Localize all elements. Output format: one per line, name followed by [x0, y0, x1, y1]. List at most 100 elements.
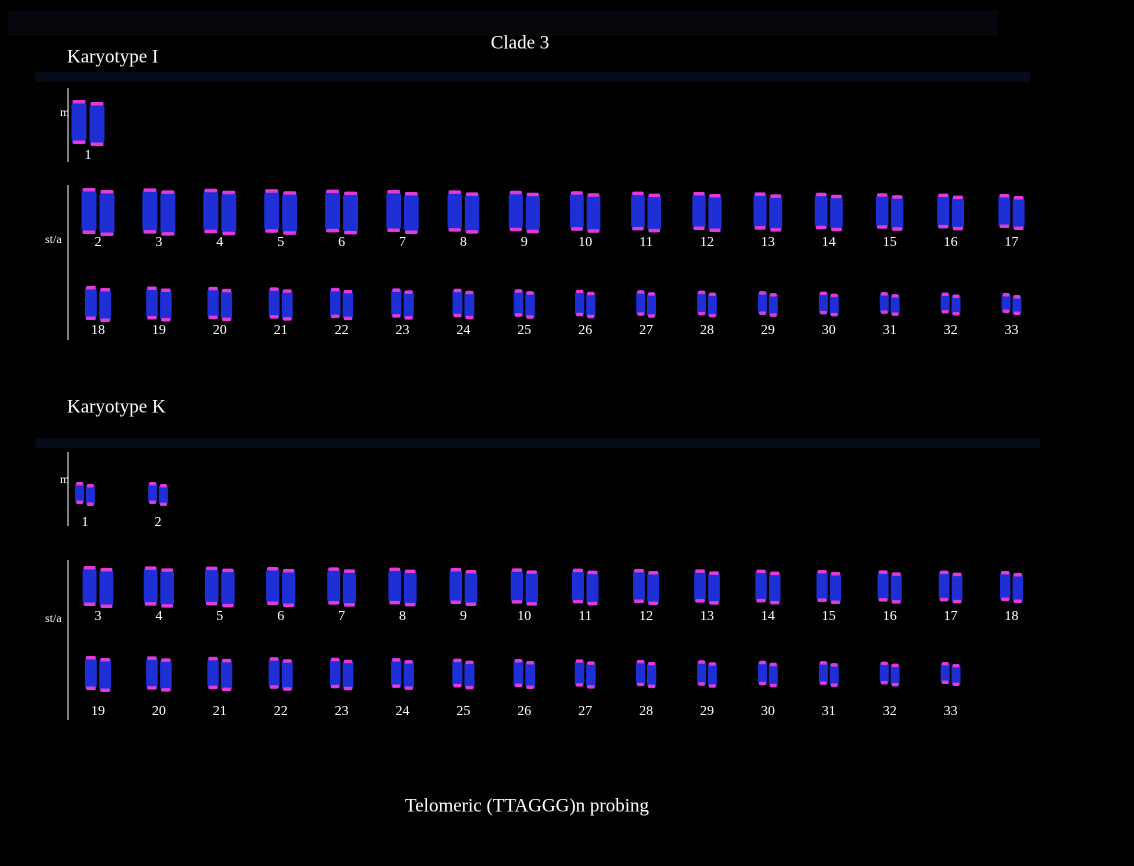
telomere [161, 568, 173, 572]
telomere [86, 656, 96, 660]
chromatid [509, 191, 523, 231]
band [35, 72, 1030, 82]
chromatid [708, 662, 717, 687]
chromatid [692, 192, 705, 230]
chromatid [82, 188, 97, 234]
telomere [149, 501, 156, 505]
karyotype-title: Karyotype K [67, 396, 166, 417]
chromatid [570, 191, 584, 231]
telomere [515, 313, 523, 317]
telomere [265, 189, 278, 193]
telomere [326, 229, 339, 233]
telomere [588, 229, 600, 233]
telomere [576, 659, 584, 663]
telomere [831, 313, 838, 317]
telomere [328, 567, 339, 571]
chromatid [330, 288, 341, 318]
telomere [695, 569, 705, 573]
background [0, 0, 1134, 861]
chromatid [144, 566, 158, 605]
telomere [76, 501, 83, 505]
telomere [953, 664, 960, 668]
chromatid [282, 569, 295, 607]
telomere [881, 662, 888, 666]
chromosome-number: 16 [944, 235, 958, 250]
telomere [161, 688, 171, 692]
chromosome-number: 4 [216, 235, 223, 250]
telomere [84, 566, 96, 570]
telomere [206, 602, 218, 606]
chromosome-number: 31 [822, 704, 836, 719]
telomere [344, 317, 353, 321]
chromosome-number: 13 [761, 235, 775, 250]
telomere [709, 684, 716, 688]
telomere [344, 569, 355, 573]
telomere [145, 602, 157, 606]
telomere [588, 193, 600, 197]
chromatid [830, 195, 843, 231]
chromatid [160, 658, 172, 691]
chromatid [160, 288, 172, 321]
telomere [73, 100, 86, 104]
telomere [453, 314, 461, 318]
telomere [942, 662, 949, 666]
telomere [83, 188, 96, 192]
telomere [147, 286, 157, 290]
telomere [222, 232, 235, 236]
chromosome-number: 25 [456, 704, 470, 719]
telomere [405, 570, 416, 574]
chromosome-number: 31 [883, 323, 897, 338]
chromatid [465, 192, 479, 233]
chromatid [939, 571, 950, 602]
telomere [587, 685, 595, 689]
telomere [953, 196, 963, 200]
telomere [465, 686, 473, 690]
telomere [510, 191, 522, 195]
telomere [1013, 312, 1020, 316]
telomere [648, 194, 660, 198]
telomere [770, 684, 777, 688]
telomere [331, 658, 340, 662]
chromatid [647, 662, 656, 688]
telomere [770, 194, 781, 198]
telomere [344, 192, 357, 196]
chromosome-number: 10 [517, 609, 531, 624]
chromatid [146, 286, 158, 319]
chromatid [526, 570, 538, 605]
telomere [149, 482, 156, 486]
telomere [270, 657, 279, 661]
telomere [208, 686, 217, 690]
chromatid [448, 190, 462, 231]
chromatid [647, 571, 659, 605]
telomere [1014, 573, 1023, 577]
telomere [512, 568, 522, 572]
chromosome-number: 7 [338, 609, 345, 624]
chromatid [891, 572, 902, 603]
telomere [632, 227, 644, 231]
telomere [328, 601, 339, 605]
chromatid [343, 569, 356, 606]
telomere [326, 190, 339, 194]
telomere [1001, 598, 1010, 602]
telomere [222, 191, 235, 195]
chromatid [343, 290, 354, 320]
telomere [648, 314, 655, 318]
chromosome-number: 23 [396, 323, 410, 338]
telomere [270, 315, 279, 319]
chromatid [815, 193, 828, 229]
chromosome-number: 28 [700, 323, 714, 338]
telomere [270, 685, 279, 689]
telomere [693, 192, 704, 196]
band [35, 438, 1040, 448]
telomere [571, 191, 583, 195]
telomere [405, 660, 413, 664]
telomere [405, 231, 418, 235]
chromatid [819, 661, 828, 685]
chromatid [99, 658, 111, 692]
telomere [392, 684, 400, 688]
chromatid [404, 290, 414, 319]
telomere [267, 567, 278, 571]
chromatid [525, 661, 535, 689]
telomere [756, 570, 765, 574]
telomere [270, 287, 279, 291]
